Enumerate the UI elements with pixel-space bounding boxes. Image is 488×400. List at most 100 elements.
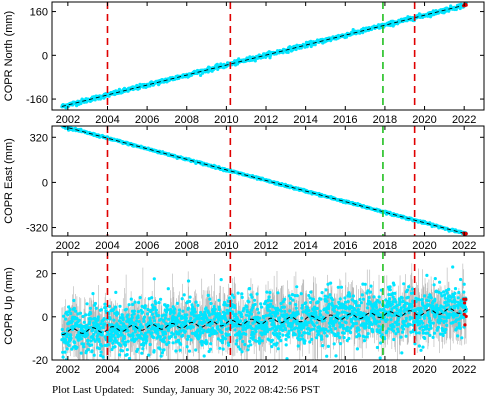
- x-tick-label: 2018: [373, 240, 397, 252]
- data-point: [309, 316, 313, 320]
- data-point: [367, 295, 371, 300]
- data-point: [142, 315, 147, 319]
- data-point: [299, 292, 303, 296]
- data-point: [101, 355, 105, 359]
- data-point: [236, 291, 240, 295]
- data-point: [107, 304, 112, 308]
- data-point: [320, 291, 324, 295]
- data-point: [300, 316, 304, 320]
- data-point: [147, 353, 151, 357]
- data-point: [118, 304, 122, 308]
- data-point: [139, 332, 143, 336]
- data-point: [143, 304, 147, 308]
- data-point: [178, 348, 182, 352]
- data-point: [100, 333, 104, 337]
- data-point: [166, 287, 170, 291]
- data-point: [311, 297, 315, 301]
- data-point: [273, 306, 277, 310]
- data-point: [394, 300, 398, 304]
- data-point: [123, 343, 128, 347]
- x-tick-label: 2006: [135, 240, 159, 252]
- data-point: [390, 307, 394, 311]
- data-point: [245, 310, 249, 314]
- data-point: [212, 305, 216, 309]
- data-point: [308, 296, 312, 300]
- data-point: [292, 311, 296, 316]
- data-point: [238, 332, 242, 336]
- data-point: [182, 293, 186, 297]
- data-point: [265, 325, 269, 330]
- data-point: [112, 333, 116, 337]
- data-point: [206, 293, 210, 297]
- data-point: [78, 311, 83, 315]
- x-tick-label: 2004: [95, 114, 119, 126]
- data-point: [304, 301, 308, 305]
- data-point: [355, 304, 359, 308]
- data-point: [184, 316, 188, 320]
- data-point: [126, 339, 130, 343]
- data-point: [85, 333, 90, 337]
- data-point: [109, 338, 113, 342]
- data-point: [89, 339, 93, 343]
- data-point: [180, 297, 184, 301]
- data-point: [166, 308, 170, 312]
- data-point: [275, 332, 279, 336]
- data-point: [354, 300, 358, 304]
- data-point: [195, 314, 199, 318]
- data-point: [385, 318, 389, 322]
- data-point: [207, 311, 211, 315]
- data-point: [291, 298, 295, 302]
- data-point: [148, 84, 152, 88]
- data-point: [98, 347, 102, 351]
- data-point: [287, 294, 291, 298]
- data-point: [181, 333, 185, 338]
- panel-3: 2002 2004 2006 2008 2010 2012 2014 2016 2018 2020…: [3, 251, 485, 376]
- data-point: [208, 297, 212, 301]
- data-point: [171, 332, 176, 336]
- data-point: [391, 295, 395, 299]
- data-point: [287, 329, 291, 333]
- data-point: [339, 285, 344, 289]
- data-point: [257, 336, 261, 340]
- data-point: [217, 298, 221, 302]
- data-point: [297, 331, 301, 335]
- data-point: [366, 332, 370, 336]
- data-point: [145, 339, 149, 343]
- data-point: [99, 322, 103, 326]
- data-point: [244, 332, 248, 336]
- data-point: [140, 351, 144, 355]
- y-tick-label: -320: [26, 223, 48, 235]
- data-point: [268, 309, 272, 313]
- data-point: [220, 321, 224, 325]
- data-point: [251, 335, 256, 339]
- data-point: [269, 299, 273, 303]
- data-point: [60, 327, 64, 332]
- data-point: [69, 333, 73, 337]
- x-tick-label: 2008: [175, 240, 199, 252]
- data-point: [131, 302, 135, 307]
- x-tick-label: 2018: [373, 114, 397, 126]
- data-point: [207, 349, 211, 354]
- data-point: [247, 314, 251, 318]
- data-point: [265, 321, 269, 325]
- data-point: [154, 308, 158, 312]
- recent-point: [464, 3, 468, 7]
- data-point: [171, 305, 175, 309]
- data-point: [148, 316, 152, 320]
- data-point: [348, 294, 352, 298]
- data-point: [92, 332, 96, 336]
- data-point: [209, 342, 213, 346]
- data-point: [377, 295, 381, 299]
- data-point: [66, 313, 70, 317]
- data-point: [375, 345, 379, 350]
- data-point: [125, 348, 129, 352]
- data-point: [276, 311, 280, 315]
- y-tick-label: 160: [30, 7, 48, 19]
- data-point: [197, 317, 201, 321]
- data-point: [315, 306, 319, 311]
- data-point: [169, 308, 173, 312]
- data-point: [317, 316, 321, 320]
- axes-frame: [51, 125, 485, 237]
- data-point: [126, 313, 130, 317]
- y-axis-label: COPR North (mm): [3, 11, 15, 101]
